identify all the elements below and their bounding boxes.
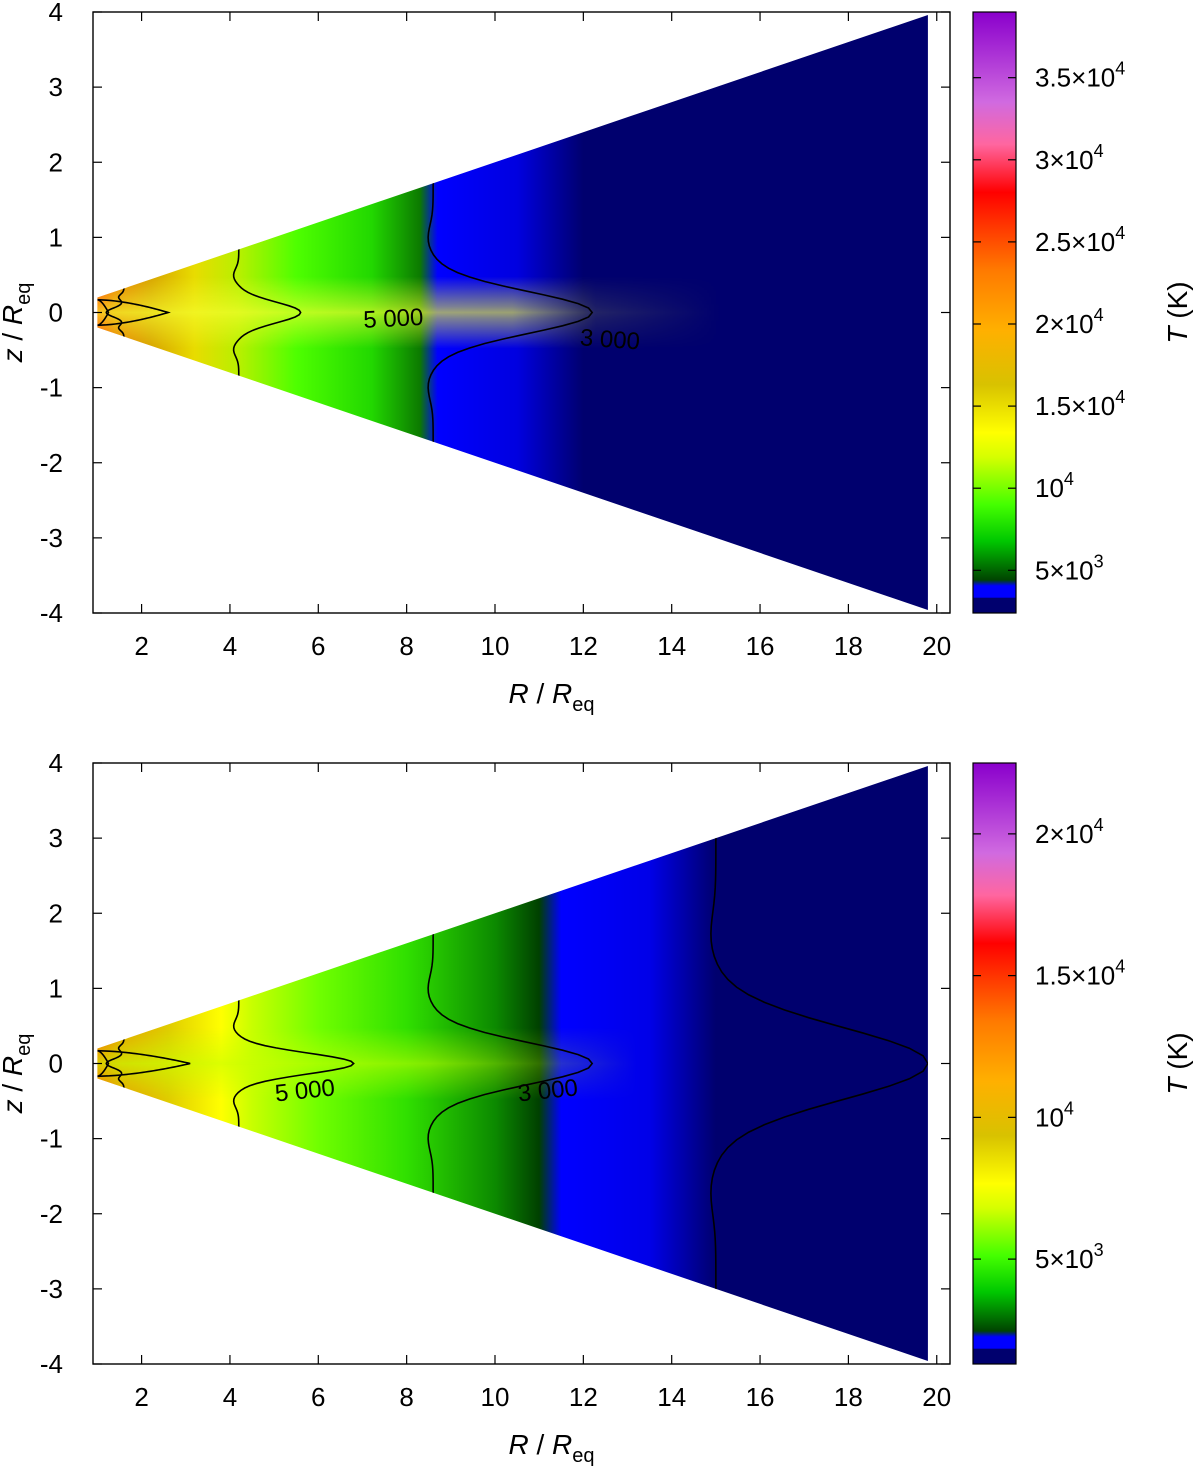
contour-label-5000: 5 000: [363, 304, 424, 334]
contour-outer: [710, 834, 928, 1293]
y-tick-label: -4: [40, 598, 63, 628]
colorbar-tick-label: 3.5×104: [1035, 59, 1125, 93]
contour-hot-core: [97, 1049, 191, 1078]
x-tick-label: 6: [311, 1382, 325, 1412]
x-tick-label: 20: [922, 1382, 951, 1412]
contour-label-3000: 3 000: [517, 1074, 580, 1107]
contour-3000: [427, 930, 594, 1197]
contour-label-3000: 3 000: [579, 324, 641, 355]
y-tick-label: 0: [49, 298, 63, 328]
y-tick-label: -4: [40, 1349, 63, 1379]
contour-3000: [427, 179, 594, 446]
x-axis-label: R / Req: [508, 678, 594, 716]
y-axis-label: z / Req: [0, 283, 35, 364]
colorbar-label: T (K): [1162, 281, 1193, 343]
colorbar-tick-label: 5×103: [1035, 551, 1104, 585]
y-tick-label: -2: [40, 1199, 63, 1229]
colorbar-tick-label: 2.5×104: [1035, 223, 1125, 257]
contour-innermost: [97, 1049, 110, 1078]
x-tick-label: 20: [922, 631, 951, 661]
contour-inner: [105, 1035, 125, 1092]
colorbar-tick-label: 3×104: [1035, 141, 1104, 175]
midplane-glow: [97, 766, 928, 1361]
y-tick-label: -3: [40, 1274, 63, 1304]
x-tick-label: 4: [223, 631, 237, 661]
colorbar-label: T (K): [1162, 1032, 1193, 1094]
y-axis-label: z / Req: [0, 1034, 35, 1115]
y-tick-label: 1: [49, 222, 63, 252]
x-tick-label: 8: [399, 631, 413, 661]
colorbar-tick-label: 104: [1035, 1098, 1074, 1132]
y-tick-label: 2: [49, 898, 63, 928]
x-tick-label: 6: [311, 631, 325, 661]
colorbar-tick-label: 2×104: [1035, 305, 1104, 339]
x-tick-label: 2: [134, 631, 148, 661]
x-tick-label: 16: [746, 631, 775, 661]
x-tick-label: 18: [834, 631, 863, 661]
colorbar-tick-label: 1.5×104: [1035, 957, 1125, 991]
contour-5000: [232, 996, 355, 1131]
y-tick-label: -1: [40, 373, 63, 403]
y-tick-label: 1: [49, 973, 63, 1003]
x-tick-label: 4: [223, 1382, 237, 1412]
x-tick-label: 2: [134, 1382, 148, 1412]
colorbar-tick-label: 1.5×104: [1035, 387, 1125, 421]
x-axis-label: R / Req: [508, 1429, 594, 1467]
y-tick-label: 0: [49, 1049, 63, 1079]
midplane-glow: [97, 15, 928, 610]
x-tick-label: 12: [569, 631, 598, 661]
contour-innermost: [97, 298, 110, 327]
x-tick-label: 12: [569, 1382, 598, 1412]
x-tick-label: 14: [657, 631, 686, 661]
colorbar: [972, 762, 1017, 1365]
y-tick-label: 4: [49, 0, 63, 27]
x-tick-label: 18: [834, 1382, 863, 1412]
y-tick-label: -2: [40, 448, 63, 478]
x-tick-label: 14: [657, 1382, 686, 1412]
contour-label-5000: 5 000: [274, 1074, 337, 1107]
colorbar-tick-label: 5×103: [1035, 1240, 1104, 1274]
y-tick-label: 3: [49, 72, 63, 102]
x-tick-label: 8: [399, 1382, 413, 1412]
x-tick-label: 10: [481, 631, 510, 661]
contour-5000: [232, 245, 302, 380]
contour-hot-core: [97, 298, 171, 327]
colorbar-tick-label: 2×104: [1035, 815, 1104, 849]
contour-inner: [105, 284, 125, 341]
y-tick-label: 3: [49, 823, 63, 853]
y-tick-label: -3: [40, 523, 63, 553]
x-tick-label: 10: [481, 1382, 510, 1412]
colorbar: [972, 11, 1017, 614]
y-tick-label: 2: [49, 147, 63, 177]
colorbar-tick-label: 104: [1035, 469, 1074, 503]
y-tick-label: 4: [49, 748, 63, 778]
y-tick-label: -1: [40, 1124, 63, 1154]
x-tick-label: 16: [746, 1382, 775, 1412]
